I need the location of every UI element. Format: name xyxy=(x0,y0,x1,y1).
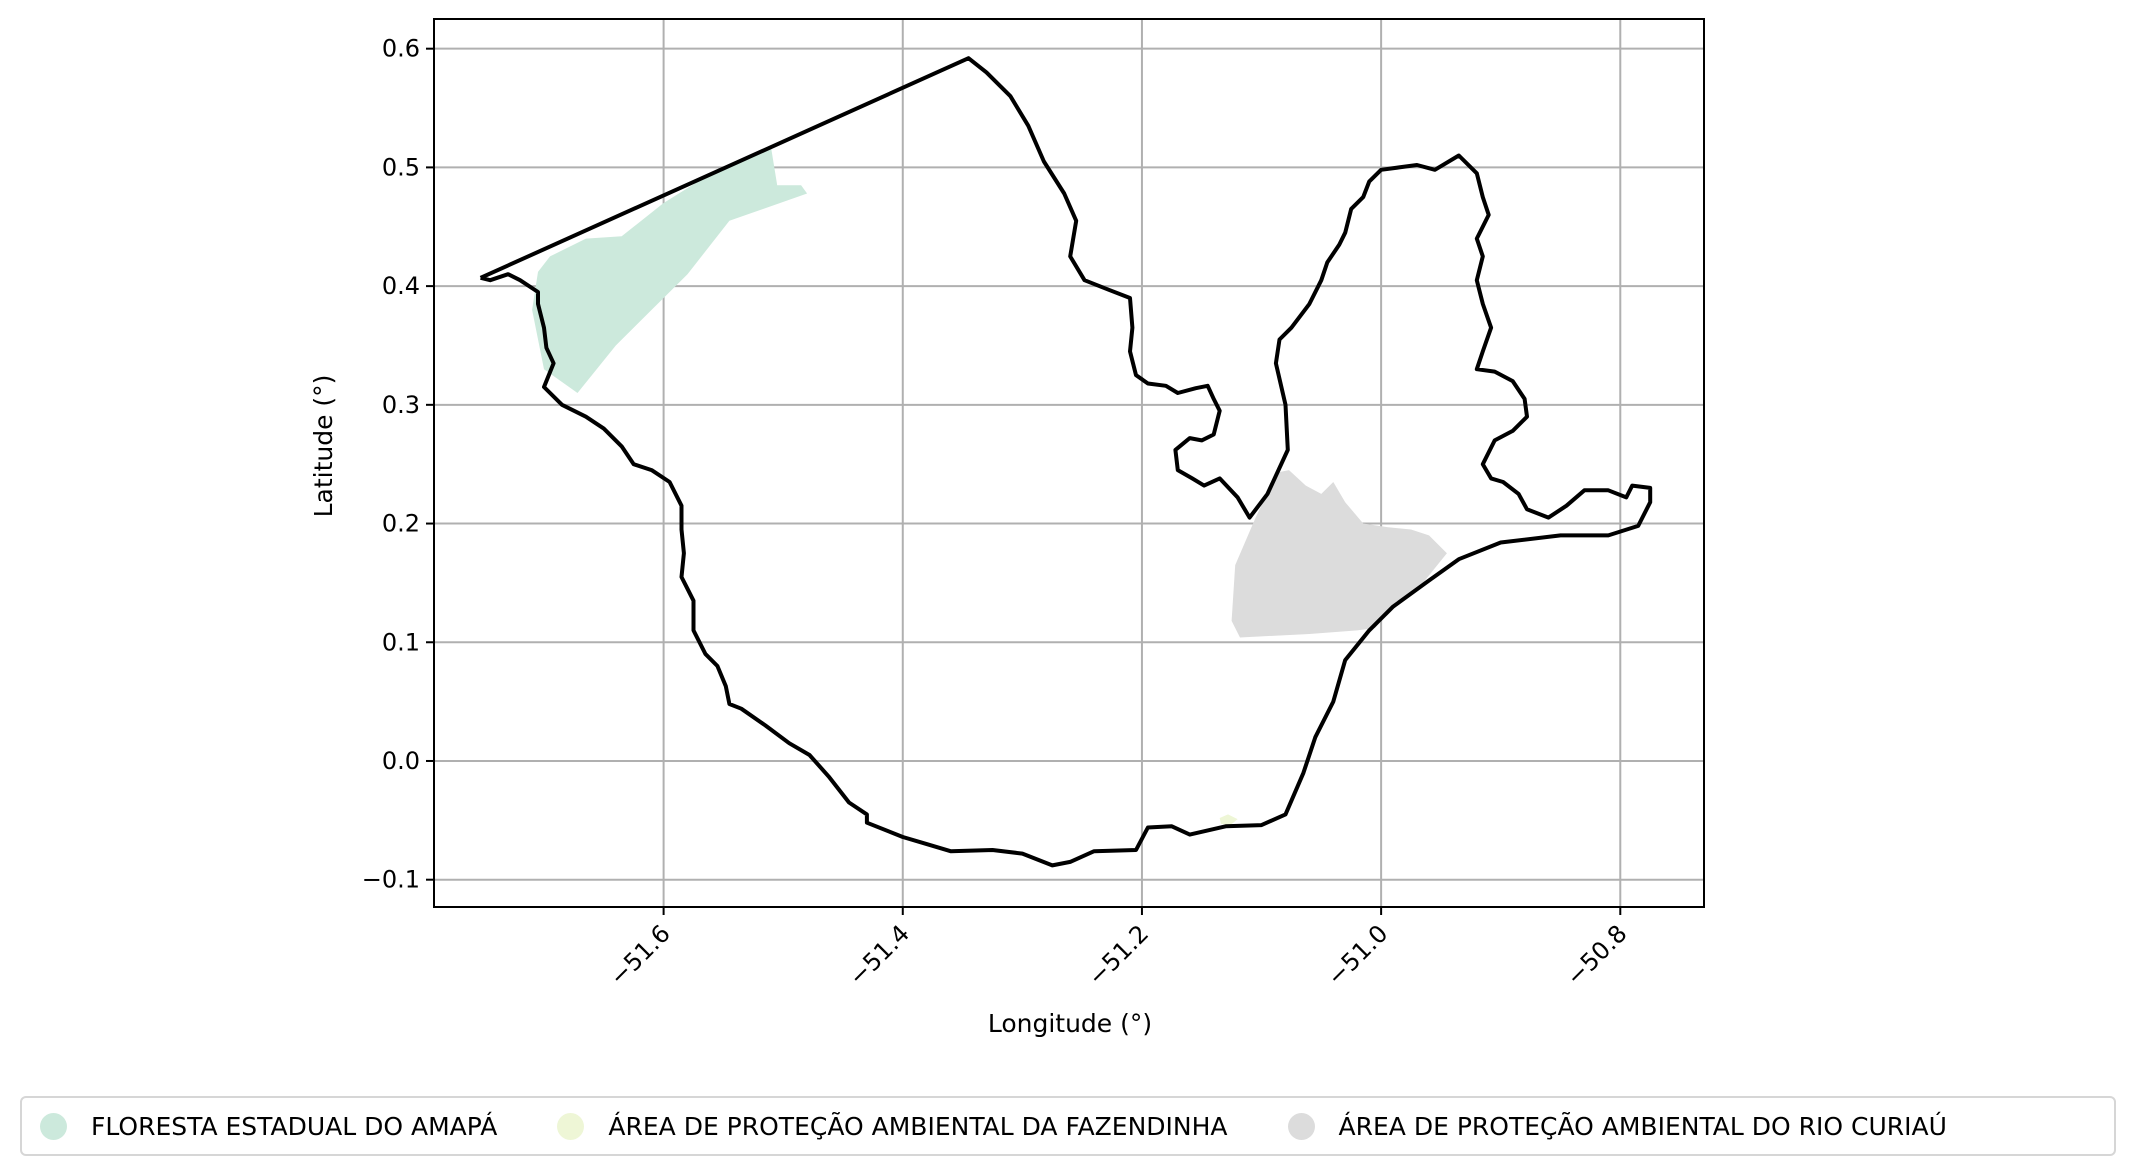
y-tick-label: −0.1 xyxy=(362,866,420,894)
y-tick-label: 0.2 xyxy=(382,510,420,538)
protected-area-2 xyxy=(1232,470,1447,637)
protected-areas xyxy=(532,148,1447,825)
x-tick-label: −51.6 xyxy=(604,919,676,991)
y-tick-label: 0.4 xyxy=(382,272,420,300)
legend-swatch-icon xyxy=(1288,1113,1315,1140)
legend-label: FLORESTA ESTADUAL DO AMAPÁ xyxy=(91,1112,497,1141)
y-axis-ticks: 0.6 0.5 0.4 0.3 0.2 0.1 0.0 −0.1 xyxy=(362,35,434,894)
y-tick-label: 0.5 xyxy=(382,153,420,181)
protected-area-1 xyxy=(1220,814,1238,825)
x-tick-label: −51.0 xyxy=(1322,919,1394,991)
legend-label: ÁREA DE PROTEÇÃO AMBIENTAL DO RIO CURIAÚ xyxy=(1339,1112,1947,1141)
protected-area-0 xyxy=(532,148,807,393)
x-axis-title: Longitude (°) xyxy=(988,1009,1152,1038)
boundary-line xyxy=(481,58,1651,865)
y-axis-title: Latitude (°) xyxy=(309,375,338,518)
legend-swatch-icon xyxy=(40,1113,67,1140)
plot-frame xyxy=(434,19,1704,907)
legend-label: ÁREA DE PROTEÇÃO AMBIENTAL DA FAZENDINHA xyxy=(608,1112,1227,1141)
x-tick-label: −51.2 xyxy=(1082,919,1154,991)
legend-item-fazendinha: ÁREA DE PROTEÇÃO AMBIENTAL DA FAZENDINHA xyxy=(557,1112,1227,1141)
y-tick-label: 0.6 xyxy=(382,35,420,63)
x-tick-label: −50.8 xyxy=(1561,919,1633,991)
legend-swatch-icon xyxy=(557,1113,584,1140)
municipality-boundary xyxy=(481,58,1651,865)
legend-item-curiau: ÁREA DE PROTEÇÃO AMBIENTAL DO RIO CURIAÚ xyxy=(1288,1112,1947,1141)
y-tick-label: 0.0 xyxy=(382,747,420,775)
x-tick-label: −51.4 xyxy=(843,919,915,991)
y-tick-label: 0.3 xyxy=(382,391,420,419)
grid-lines xyxy=(434,19,1704,907)
y-tick-label: 0.1 xyxy=(382,628,420,656)
x-axis-ticks: −51.6 −51.4 −51.2 −51.0 −50.8 xyxy=(604,907,1632,991)
legend: FLORESTA ESTADUAL DO AMAPÁ ÁREA DE PROTE… xyxy=(20,1096,2116,1156)
legend-item-floresta: FLORESTA ESTADUAL DO AMAPÁ xyxy=(40,1112,497,1141)
